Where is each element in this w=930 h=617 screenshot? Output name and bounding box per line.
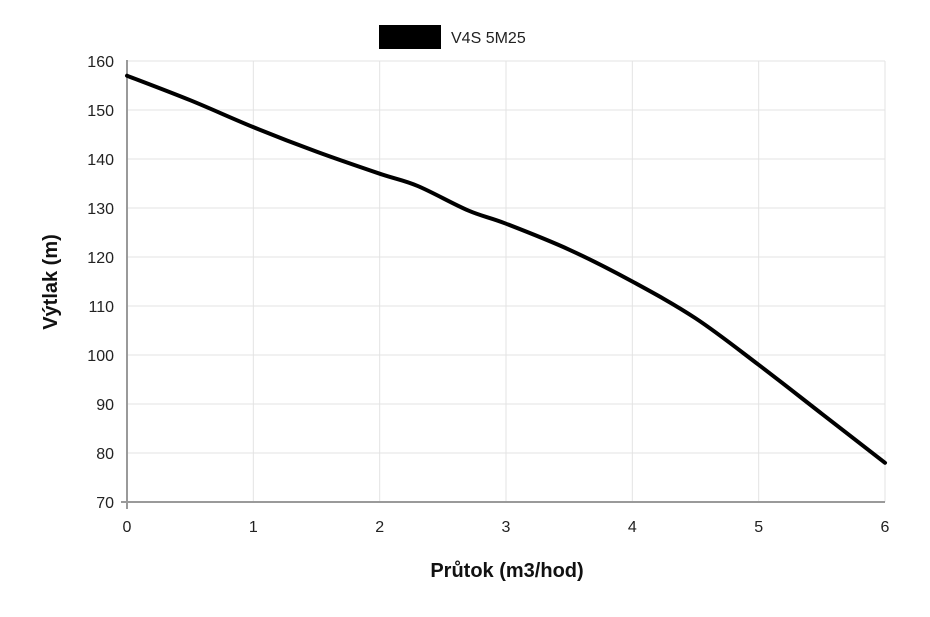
y-tick-label: 120	[87, 250, 114, 267]
x-tick-labels: 0 1 2 3 4 5 6	[123, 519, 890, 536]
y-tick-label: 140	[87, 152, 114, 169]
y-tick-label: 100	[87, 348, 114, 365]
y-tick-label: 90	[96, 397, 114, 414]
series-line-0	[125, 73, 887, 465]
y-tick-label: 70	[96, 495, 114, 512]
legend[interactable]: V4S 5M25	[379, 25, 526, 49]
grid	[127, 60, 886, 503]
y-tick-label: 80	[96, 446, 114, 463]
y-tick-label: 150	[87, 103, 114, 120]
x-tick-label: 6	[881, 519, 890, 536]
data-point	[567, 248, 571, 252]
data-point	[466, 208, 470, 212]
x-tick-label: 0	[123, 519, 132, 536]
data-point	[820, 412, 824, 416]
y-tick-labels: 70 80 90 100 110 120 130 140 150 160	[87, 54, 114, 512]
x-tick-label: 3	[502, 519, 511, 536]
data-point	[125, 74, 129, 78]
y-tick-label: 110	[88, 299, 114, 316]
data-point	[378, 172, 382, 176]
legend-swatch[interactable]	[379, 25, 441, 49]
x-axis-title: Průtok (m3/hod)	[430, 560, 583, 582]
data-point	[757, 363, 761, 367]
series-layer	[125, 73, 887, 465]
y-tick-label: 130	[87, 201, 114, 218]
data-point	[694, 316, 698, 320]
x-tick-label: 1	[249, 519, 258, 536]
data-point	[188, 98, 192, 102]
axes	[121, 60, 885, 509]
data-point	[504, 222, 508, 226]
x-tick-label: 5	[754, 519, 763, 536]
data-point	[883, 461, 887, 465]
y-tick-label: 160	[87, 54, 114, 71]
x-tick-label: 2	[375, 519, 384, 536]
data-point	[416, 184, 420, 188]
legend-label[interactable]: V4S 5M25	[451, 30, 526, 47]
x-tick-label: 4	[628, 519, 637, 536]
data-point	[630, 280, 634, 284]
data-point	[315, 150, 319, 154]
data-point	[251, 125, 255, 129]
y-axis-title: Výtlak (m)	[40, 234, 62, 330]
